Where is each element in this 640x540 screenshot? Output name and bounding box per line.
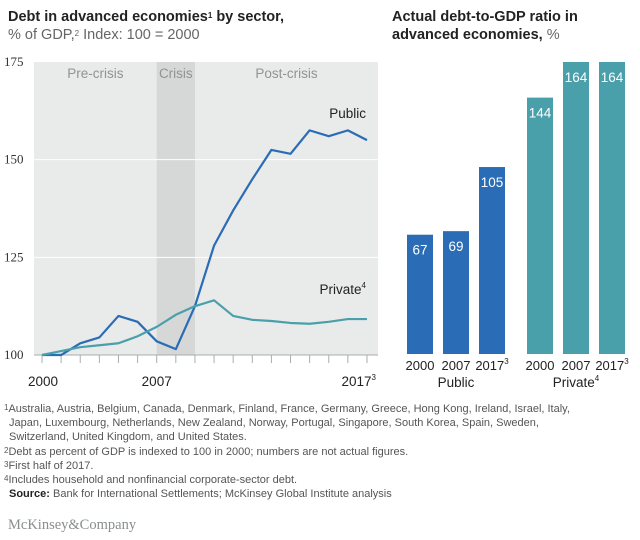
bar-category-label: 2007 [562, 358, 591, 373]
subtitle-text: % of GDP, [8, 27, 75, 43]
period-label: Post-crisis [255, 66, 318, 81]
public-bar [407, 234, 433, 354]
bar-value-label: 144 [529, 106, 552, 121]
bar-value-label: 69 [448, 239, 463, 254]
bar-category-text: 2017 [595, 358, 624, 373]
footnote-4: 4Includes household and nonfinancial cor… [4, 473, 634, 487]
bar-chart-title: Actual debt-to-GDP ratio in advanced eco… [392, 8, 578, 44]
footnote-ref: 4 [595, 374, 600, 383]
y-tick-label: 100 [4, 347, 24, 362]
footnote-marker: 1 [4, 403, 9, 412]
source-text: Bank for International Settlements; McKi… [49, 488, 392, 501]
y-tick-label: 125 [4, 249, 24, 264]
x-tick-label: 2000 [28, 374, 58, 389]
title-text-tail: by sector, [212, 9, 285, 25]
bar-category-label: 2000 [406, 358, 435, 373]
bar-category-text: 2000 [406, 358, 435, 373]
footnote-text: Debt as percent of GDP is indexed to 100… [8, 445, 409, 458]
footnote-1-line-2: Japan, Luxembourg, Netherlands, New Zeal… [9, 417, 539, 430]
x-tick-label-text: 2017 [342, 374, 372, 389]
series-label: Private4 [320, 281, 367, 297]
line-chart-title: Debt in advanced economies1 by sector, %… [8, 8, 284, 44]
footnote-ref: 4 [362, 281, 367, 290]
footnote-1: 1Australia, Austria, Belgium, Canada, De… [4, 402, 634, 416]
footnote-ref: 3 [624, 357, 629, 366]
footnotes: 1Australia, Austria, Belgium, Canada, De… [4, 402, 634, 501]
bar-group-text: Private [553, 375, 595, 390]
bar-group-label: Public [438, 375, 475, 390]
period-label: Crisis [159, 66, 193, 81]
footnote-text: Includes household and nonfinancial corp… [8, 474, 298, 487]
source-label: Source: [9, 488, 50, 501]
bar-category-text: 2007 [442, 358, 471, 373]
footnote-text: Australia, Austria, Belgium, Canada, Den… [8, 403, 570, 415]
plot-background [34, 62, 378, 355]
bar-group-label: Private4 [553, 374, 600, 390]
private-bar [599, 62, 625, 354]
title-line-1: Actual debt-to-GDP ratio in [392, 9, 578, 25]
subtitle-text-tail: Index: 100 = 2000 [79, 27, 200, 43]
x-tick-label-text: 2007 [142, 374, 172, 389]
bar-value-label: 164 [601, 70, 624, 85]
title-line-2: advanced economies, [392, 27, 543, 43]
footnote-marker: 2 [4, 445, 9, 455]
bar-category-text: 2007 [562, 358, 591, 373]
bar-category-text: 2000 [526, 358, 555, 373]
bar-chart: 67200069200710520173Public14420001642007… [406, 62, 629, 390]
footnote-ref: 3 [372, 373, 377, 382]
private-series-line [41, 299, 367, 357]
footnote-ref: 2 [74, 29, 80, 38]
public-bar [443, 231, 469, 354]
bar-category-label: 2007 [442, 358, 471, 373]
footnote-text: First half of 2017. [8, 459, 94, 472]
footnote-2: 2Debt as percent of GDP is indexed to 10… [4, 445, 634, 459]
y-tick-label: 175 [4, 54, 24, 69]
bar-category-label: 20173 [595, 357, 629, 373]
bar-value-label: 67 [412, 243, 427, 258]
period-label: Pre-crisis [67, 66, 123, 81]
footnote-marker: 3 [4, 459, 9, 469]
footnote-1-line-3: Switzerland, United Kingdom, and United … [9, 431, 247, 444]
x-tick-label: 20173 [342, 373, 377, 389]
bar-value-label: 164 [565, 70, 588, 85]
footnote-3: 3First half of 2017. [4, 459, 634, 473]
private-bar [527, 97, 553, 355]
brand-logo: McKinsey&Company [8, 517, 137, 533]
y-tick-label: 150 [4, 152, 24, 167]
bar-value-label: 105 [481, 175, 504, 190]
crisis-band [156, 62, 195, 355]
line-chart: Pre-crisis Crisis Post-crisis 100 125 150 175 2… [4, 54, 378, 389]
private-bar [563, 62, 589, 354]
public-bar [479, 167, 505, 354]
series-label-text: Public [329, 106, 366, 121]
title-text: Debt in advanced economies [8, 9, 208, 25]
bar-category-label: 20173 [475, 357, 509, 373]
bar-group-text: Public [438, 375, 475, 390]
x-tick-label: 2007 [142, 374, 172, 389]
public-series-line [42, 129, 368, 357]
bar-category-label: 2000 [526, 358, 555, 373]
footnote-ref: 1 [207, 11, 213, 20]
series-label-text: Private [320, 282, 362, 297]
bar-category-text: 2017 [475, 358, 504, 373]
source-note: Source: Bank for International Settlemen… [4, 487, 634, 501]
footnote-ref: 3 [504, 357, 509, 366]
title-unit: % [542, 27, 560, 43]
series-label: Public [329, 106, 366, 121]
footnote-marker: 4 [4, 474, 9, 484]
x-tick-label-text: 2000 [28, 374, 58, 389]
